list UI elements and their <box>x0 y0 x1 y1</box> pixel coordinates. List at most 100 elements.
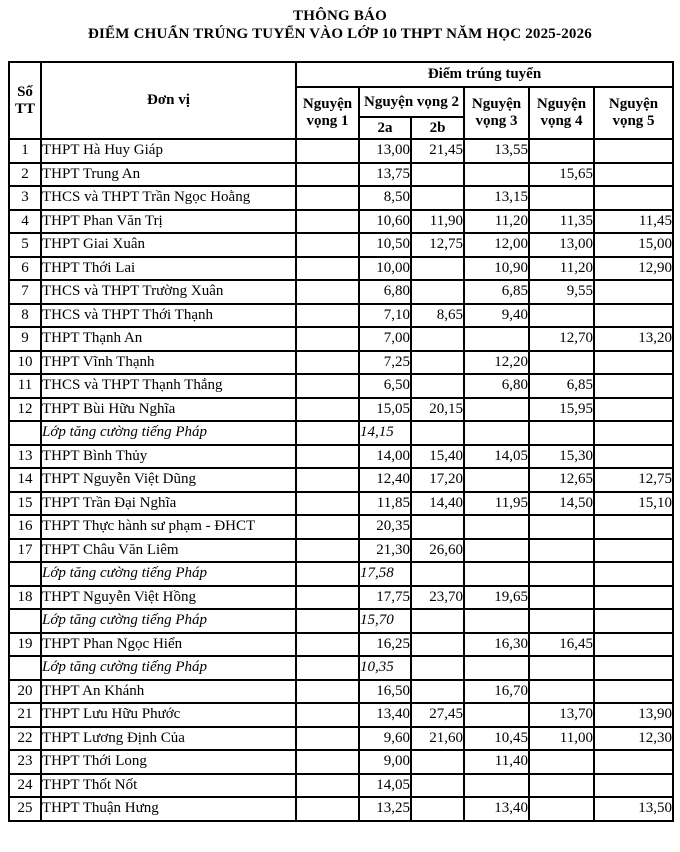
header-stt: Số TT <box>8 61 42 140</box>
table-row: 23 THPT Thới Long 9,00 11,40 <box>8 749 675 775</box>
header-score-group: Điểm trúng tuyển <box>294 61 675 88</box>
score-nv3 <box>463 326 530 352</box>
score-nv4 <box>528 772 595 798</box>
score-nv4 <box>528 561 595 587</box>
header-nv2a: 2a <box>358 116 412 140</box>
row-number: 21 <box>8 702 42 728</box>
score-nv2a: 13,25 <box>358 796 412 822</box>
row-number: 9 <box>8 326 42 352</box>
score-nv4: 16,45 <box>528 631 595 657</box>
score-nv5 <box>592 655 675 681</box>
score-nv4 <box>528 537 595 563</box>
row-number: 6 <box>8 255 42 281</box>
row-number: 24 <box>8 772 42 798</box>
score-nv3: 10,90 <box>463 255 530 281</box>
table-row: 13 THPT Bình Thủy 14,00 15,40 14,05 15,30 <box>8 443 675 469</box>
table-row: 17 THPT Châu Văn Liêm 21,30 26,60 <box>8 537 675 563</box>
score-nv2b <box>410 279 465 305</box>
score-nv1 <box>295 514 360 540</box>
score-nv4: 15,30 <box>528 443 595 469</box>
score-nv4: 13,70 <box>528 702 595 728</box>
table-body: 1 THPT Hà Huy Giáp 13,00 21,45 13,55 2 THPT Tr… <box>8 138 675 822</box>
score-nv2b <box>410 631 465 657</box>
table-row: 16 THPT Thực hành sư phạm - ĐHCT 20,35 <box>8 514 675 540</box>
unit-name: THPT Bùi Hữu Nghĩa <box>40 396 297 422</box>
score-nv2b: 12,75 <box>410 232 465 258</box>
score-nv2a: 6,50 <box>358 373 412 399</box>
row-number <box>8 655 42 681</box>
unit-name: Lớp tăng cường tiếng Pháp <box>40 608 297 634</box>
score-nv2a: 14,15 <box>358 420 412 446</box>
row-number <box>8 561 42 587</box>
score-nv1 <box>295 208 360 234</box>
row-number: 25 <box>8 796 42 822</box>
unit-name: THPT Thới Lai <box>40 255 297 281</box>
notice-subtitle: ĐIỂM CHUẨN TRÚNG TUYỂN VÀO LỚP 10 THPT N… <box>87 26 593 42</box>
unit-name: Lớp tăng cường tiếng Pháp <box>40 561 297 587</box>
score-nv3 <box>463 161 530 187</box>
score-nv1 <box>295 490 360 516</box>
table-row: 19 THPT Phan Ngọc Hiển 16,25 16,30 16,45 <box>8 631 675 657</box>
score-nv4: 11,35 <box>528 208 595 234</box>
row-number: 16 <box>8 514 42 540</box>
score-nv1 <box>295 725 360 751</box>
table-header: Số TT Đơn vị Điểm trúng tuyển Nguyện vọn… <box>8 61 675 140</box>
score-nv4 <box>528 796 595 822</box>
score-nv1 <box>295 185 360 211</box>
row-number: 1 <box>8 138 42 164</box>
unit-name: THPT Bình Thủy <box>40 443 297 469</box>
unit-name: THPT Nguyễn Việt Hồng <box>40 584 297 610</box>
table-row: 3 THCS và THPT Trần Ngọc Hoằng 8,50 13,15 <box>8 185 675 211</box>
score-nv2a: 20,35 <box>358 514 412 540</box>
unit-name: THPT Thực hành sư phạm - ĐHCT <box>40 514 297 540</box>
score-nv3 <box>463 537 530 563</box>
score-nv4 <box>528 608 595 634</box>
score-nv2b: 27,45 <box>410 702 465 728</box>
score-nv1 <box>295 138 360 164</box>
score-nv2a: 16,25 <box>358 631 412 657</box>
score-nv4 <box>528 584 595 610</box>
score-nv2a: 10,00 <box>358 255 412 281</box>
score-nv2a: 13,40 <box>358 702 412 728</box>
unit-name: THPT Giai Xuân <box>40 232 297 258</box>
score-nv1 <box>295 396 360 422</box>
row-number <box>8 608 42 634</box>
score-nv1 <box>295 772 360 798</box>
score-nv2b: 8,65 <box>410 302 465 328</box>
score-nv5: 11,45 <box>592 208 675 234</box>
score-nv5 <box>592 396 675 422</box>
unit-name: THPT Nguyễn Việt Dũng <box>40 467 297 493</box>
row-number: 5 <box>8 232 42 258</box>
score-nv5 <box>592 772 675 798</box>
score-nv1 <box>295 443 360 469</box>
score-nv5 <box>592 514 675 540</box>
score-nv2b: 21,60 <box>410 725 465 751</box>
score-nv3: 16,30 <box>463 631 530 657</box>
score-nv3: 13,15 <box>463 185 530 211</box>
score-nv4 <box>528 514 595 540</box>
score-nv2b: 20,15 <box>410 396 465 422</box>
header-nv2b: 2b <box>410 116 465 140</box>
score-nv4: 9,55 <box>528 279 595 305</box>
score-nv3: 11,40 <box>463 749 530 775</box>
row-number: 22 <box>8 725 42 751</box>
unit-name: THPT Trung An <box>40 161 297 187</box>
unit-name: THPT Thuận Hưng <box>40 796 297 822</box>
score-nv2b: 23,70 <box>410 584 465 610</box>
table-row: 18 THPT Nguyễn Việt Hồng 17,75 23,70 19,65 <box>8 584 675 610</box>
score-nv4 <box>528 655 595 681</box>
score-nv3: 19,65 <box>463 584 530 610</box>
row-number: 8 <box>8 302 42 328</box>
row-number <box>8 420 42 446</box>
table-row-french-class: Lớp tăng cường tiếng Pháp 14,15 <box>8 420 675 446</box>
score-nv5 <box>592 631 675 657</box>
score-nv2b <box>410 185 465 211</box>
score-nv4 <box>528 749 595 775</box>
score-nv1 <box>295 232 360 258</box>
unit-name: THPT Phan Ngọc Hiển <box>40 631 297 657</box>
score-nv3: 13,40 <box>463 796 530 822</box>
score-nv5: 15,10 <box>592 490 675 516</box>
row-number: 13 <box>8 443 42 469</box>
score-nv2a: 9,00 <box>358 749 412 775</box>
score-nv1 <box>295 467 360 493</box>
